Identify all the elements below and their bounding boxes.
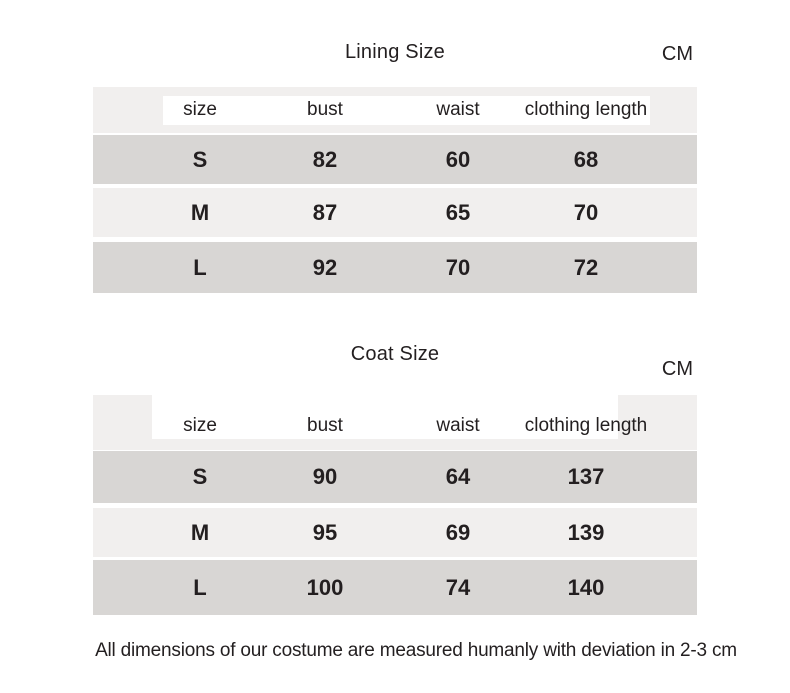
coat-header-clothing-length: clothing length [524,415,648,436]
lining-s-bust: 82 [312,147,338,172]
coat-m-waist: 69 [445,520,471,545]
lining-s-clothing-length: 68 [573,147,599,172]
coat-s-size: S [192,464,208,489]
coat-s-clothing-length: 137 [567,464,605,489]
coat-row-s: S 90 64 137 [93,451,697,503]
coat-m-bust: 95 [312,520,338,545]
lining-header-waist: waist [436,99,480,120]
coat-header-inset [152,395,618,439]
coat-m-size: M [190,520,210,545]
coat-row-m: M 95 69 139 [93,508,697,557]
coat-s-waist: 64 [445,464,471,489]
coat-s-bust: 90 [312,464,338,489]
lining-m-size: M [190,200,210,225]
lining-l-waist: 70 [445,255,471,280]
lining-header-clothing-length: clothing length [524,99,648,120]
lining-m-clothing-length: 70 [573,200,599,225]
lining-m-waist: 65 [445,200,471,225]
lining-l-size: L [193,255,207,280]
lining-row-s: S 82 60 68 [93,135,697,184]
coat-l-bust: 100 [306,575,344,600]
coat-l-size: L [193,575,207,600]
coat-header-row: size bust waist clothing length [93,395,697,450]
lining-header-size: size [183,99,217,120]
coat-header-bust: bust [307,415,343,436]
lining-s-size: S [192,147,208,172]
lining-l-bust: 92 [312,255,338,280]
coat-header-waist: waist [436,415,480,436]
coat-l-waist: 74 [445,575,471,600]
measurement-deviation-note: All dimensions of our costume are measur… [95,640,737,661]
coat-row-l: L 100 74 140 [93,560,697,615]
lining-row-m: M 87 65 70 [93,188,697,237]
lining-unit-label: CM [661,43,693,65]
lining-header-inset [163,96,650,125]
lining-s-waist: 60 [445,147,471,172]
lining-header-bust: bust [307,99,343,120]
coat-table-title: Coat Size [350,343,440,365]
coat-unit-label: CM [661,358,693,380]
lining-l-clothing-length: 72 [573,255,599,280]
coat-header-size: size [183,415,217,436]
lining-m-bust: 87 [312,200,338,225]
lining-row-l: L 92 70 72 [93,242,697,293]
coat-l-clothing-length: 140 [567,575,605,600]
coat-m-clothing-length: 139 [567,520,605,545]
lining-table-title: Lining Size [344,41,446,63]
lining-header-row: size bust waist clothing length [93,87,697,133]
